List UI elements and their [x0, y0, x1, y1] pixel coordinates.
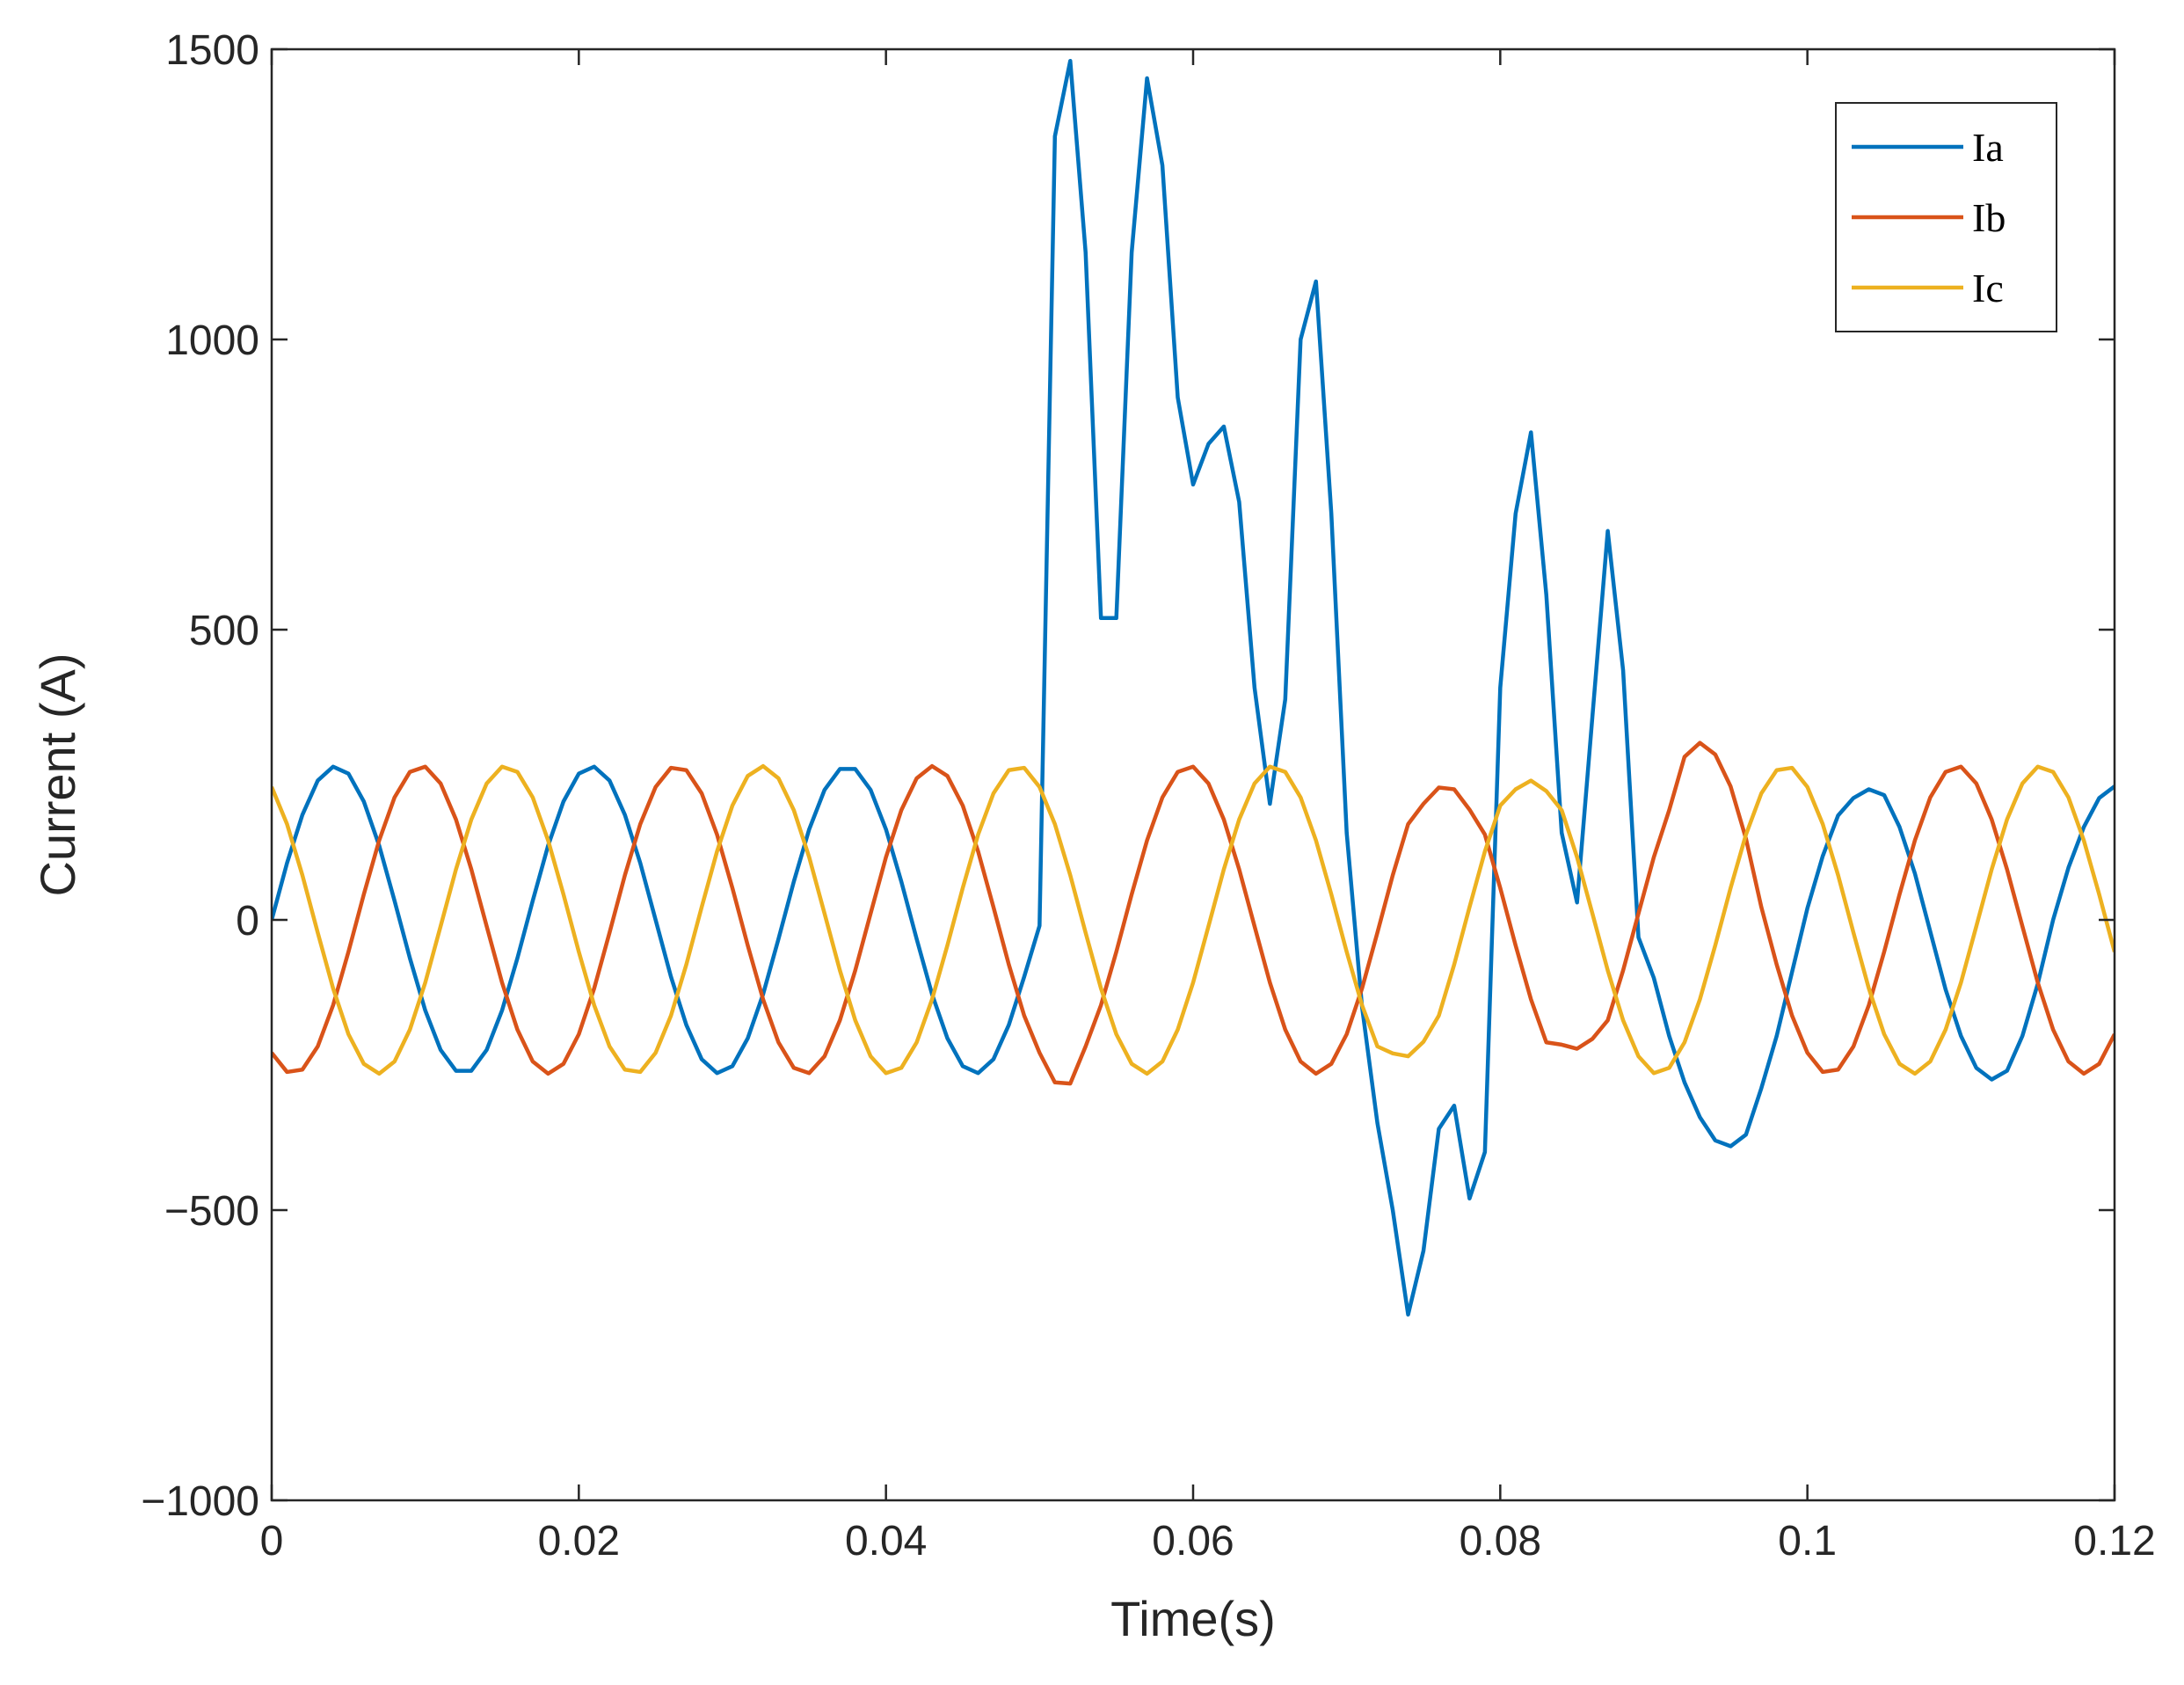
x-tick-label: 0.04 [845, 1518, 927, 1565]
x-tick-label: 0.02 [538, 1518, 620, 1565]
series-line [272, 740, 2115, 1086]
y-tick-label: 0 [236, 898, 259, 945]
y-axis-title: Current (A) [30, 653, 85, 897]
series-line [272, 58, 2115, 1317]
x-tick-label: 0.06 [1152, 1518, 1234, 1565]
x-axis-title: Time(s) [1110, 1591, 1276, 1646]
legend-label: Ic [1972, 266, 2004, 310]
legend-label: Ib [1972, 195, 2006, 240]
y-tick-label: −1000 [141, 1478, 259, 1525]
x-tick-label: 0.08 [1460, 1518, 1541, 1565]
series-line [272, 763, 2115, 1076]
y-tick-label: 1500 [165, 27, 259, 74]
x-tick-label: 0 [260, 1518, 284, 1565]
x-tick-label: 0.12 [2073, 1518, 2155, 1565]
legend-label: Ia [1972, 125, 2004, 170]
y-tick-label: 500 [189, 608, 259, 654]
y-tick-label: 1000 [165, 317, 259, 364]
x-tick-label: 0.1 [1778, 1518, 1837, 1565]
y-tick-label: −500 [164, 1188, 259, 1235]
